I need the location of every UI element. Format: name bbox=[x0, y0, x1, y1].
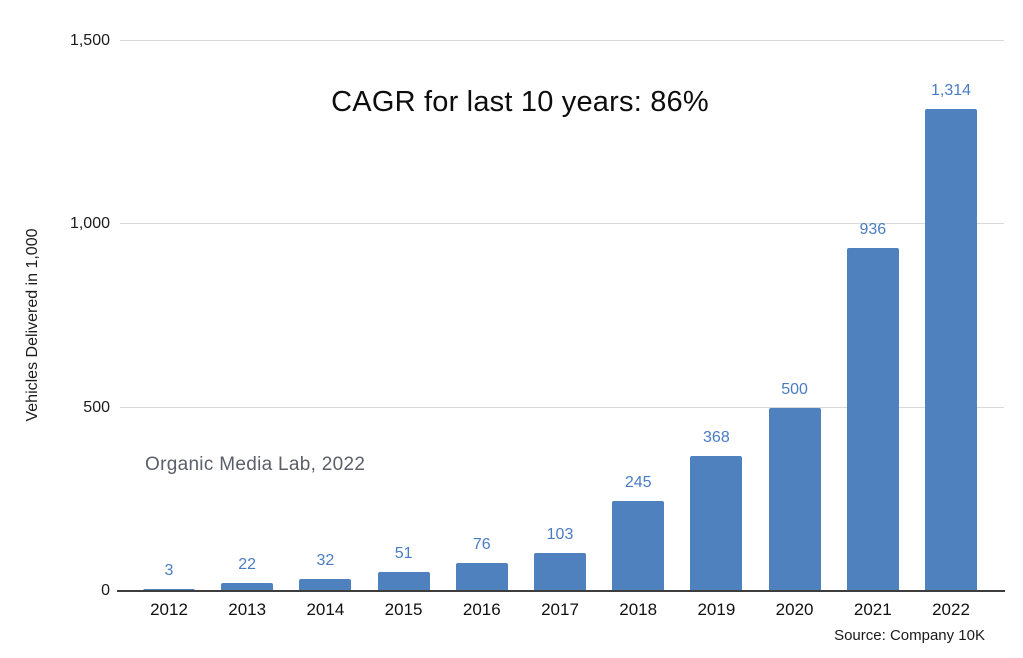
x-tick-label: 2016 bbox=[462, 600, 501, 619]
bar-2015 bbox=[377, 572, 430, 591]
bar-value-label: 936 bbox=[859, 220, 887, 238]
x-tick-label: 2021 bbox=[853, 600, 892, 619]
x-tick-label: 2018 bbox=[619, 600, 658, 619]
x-tick-label: 2015 bbox=[384, 600, 423, 619]
x-axis-line bbox=[117, 590, 1005, 592]
bar-2017 bbox=[534, 553, 586, 591]
bar-2022 bbox=[925, 109, 977, 591]
bar-value-label: 368 bbox=[703, 429, 730, 447]
x-tick-label: 2013 bbox=[228, 600, 267, 619]
watermark: Organic Media Lab, 2022 bbox=[145, 454, 366, 475]
y-tick-label: 500 bbox=[83, 398, 110, 416]
bar-value-label: 245 bbox=[624, 474, 652, 492]
bar-2021 bbox=[846, 247, 899, 591]
y-tick-label: 0 bbox=[101, 582, 110, 599]
x-tick-label: 2019 bbox=[697, 600, 736, 619]
plot-area: 3 2012 22 2013 32 2014 51 2015 76 2016 103 2017 245 2… bbox=[117, 40, 1005, 619]
y-tick-label: 1,000 bbox=[69, 215, 110, 233]
bar-value-label: 32 bbox=[316, 552, 335, 570]
source-note: Source: Company 10K bbox=[834, 627, 985, 644]
bar-value-label: 103 bbox=[546, 526, 574, 544]
bar-2012 bbox=[143, 588, 195, 591]
x-tick-label: 2014 bbox=[306, 600, 345, 619]
x-tick-label: 2012 bbox=[150, 600, 188, 619]
bar-2013 bbox=[221, 582, 274, 591]
bar-value-label: 22 bbox=[238, 555, 257, 573]
bar-value-label: 51 bbox=[394, 545, 413, 563]
gridline bbox=[120, 406, 1004, 408]
bar-value-label: 1,314 bbox=[930, 82, 972, 100]
bar-value-label: 76 bbox=[472, 536, 491, 554]
x-tick-label: 2017 bbox=[541, 600, 579, 619]
chart-title: CAGR for last 10 years: 86% bbox=[331, 86, 709, 118]
bar-2014 bbox=[299, 579, 352, 591]
bar-value-label: 3 bbox=[164, 561, 174, 579]
y-axis-title: Vehicles Delivered in 1,000 bbox=[24, 228, 41, 422]
bar-2018 bbox=[612, 501, 665, 591]
gridline bbox=[120, 223, 1004, 225]
x-tick-label: 2022 bbox=[932, 600, 970, 619]
bar-value-label: 500 bbox=[781, 380, 808, 398]
bar-2020 bbox=[768, 407, 821, 591]
bar-2019 bbox=[690, 456, 743, 591]
y-tick-label: 1,500 bbox=[69, 32, 110, 49]
gridline bbox=[120, 40, 1004, 41]
x-tick-label: 2020 bbox=[775, 600, 814, 619]
bar-2016 bbox=[455, 563, 508, 591]
